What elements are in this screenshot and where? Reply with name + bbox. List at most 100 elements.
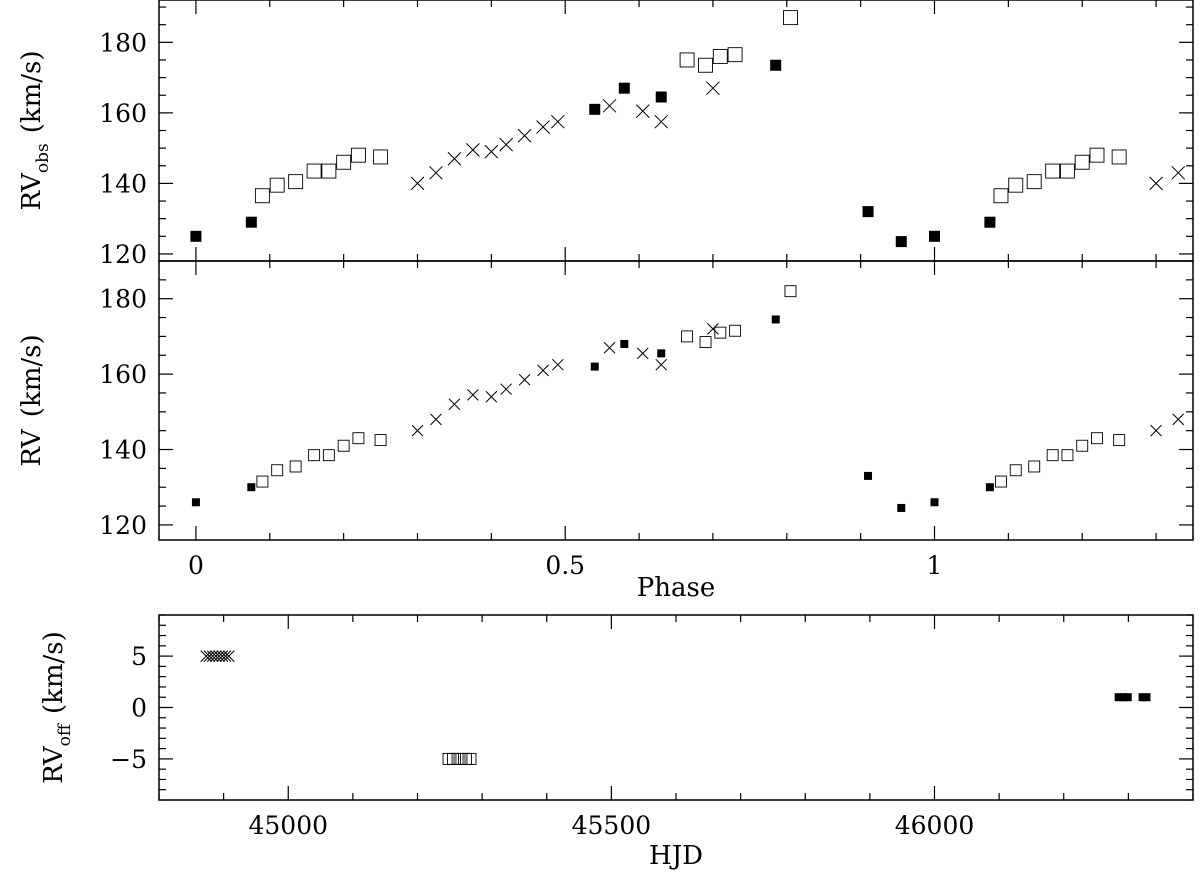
data-point-cross [603,341,616,354]
data-point-filled-square [1123,693,1132,702]
x-tick-label: 45000 [248,811,328,840]
data-point-open-square [783,10,798,26]
data-point-open-square [321,163,337,179]
data-point-cross [484,144,499,159]
panel-middle: 120 140 160 180 0 0.5 1 Phase RV (km/s) [17,260,1194,603]
data-point-cross [518,373,531,386]
data-point-cross [602,98,617,113]
data-point-open-square [729,324,742,337]
data-point-filled-square [985,483,994,492]
data-point-cross [537,364,549,377]
data-point-cross [635,104,650,118]
y-axis-label-unit: (km/s) [39,631,69,714]
data-point-filled-square [984,216,996,228]
y-tick-label: 5 [131,642,147,671]
data-point-open-square [336,154,352,170]
y-tick-label: 0 [131,694,147,723]
data-point-open-square [254,188,270,204]
data-point-cross [447,151,462,166]
data-point-cross [203,650,216,662]
data-point-filled-square [862,206,874,218]
data-point-open-square [460,752,472,765]
data-point-open-square [269,177,285,193]
data-point-open-square [447,752,459,765]
data-point-filled-square [191,498,200,507]
data-point-cross [1172,413,1185,426]
data-point-cross [636,347,649,360]
data-point-open-square [1046,449,1059,462]
data-point-open-square [681,330,694,343]
data-point-filled-square [930,498,939,507]
y-tick-label: −5 [110,745,147,774]
data-point-open-square [322,449,335,462]
y-axis-label-unit: (km/s) [17,334,47,417]
data-point-filled-square [247,483,256,492]
data-point-filled-square [1119,693,1128,702]
data-point-cross [466,143,480,157]
data-point-cross [550,114,565,129]
y-tick-label: 160 [99,99,147,128]
data-point-open-square [350,147,366,163]
data-point-cross [707,323,719,335]
data-point-open-square [993,188,1009,204]
data-point-filled-square [770,59,782,71]
data-point-open-square [1113,434,1126,447]
data-point-cross [500,383,512,396]
data-point-cross [706,81,720,96]
data-point-open-square [1009,464,1022,477]
y-axis-label: RV (km/s) [17,334,47,466]
data-point-open-square [1008,177,1024,193]
data-point-filled-square [864,471,873,480]
data-point-open-square [271,464,284,477]
data-point-open-square [256,475,269,488]
data-point-filled-square [771,315,780,324]
data-point-open-square [995,475,1007,488]
data-point-cross [410,176,425,191]
data-point-filled-square [1142,693,1151,702]
y-tick-label: 180 [99,285,147,314]
plot-frame [158,614,1194,801]
y-axis-label: RVobs (km/s) [17,50,53,210]
data-point-open-square [1061,449,1074,462]
data-point-open-square [712,48,728,64]
data-point-cross [655,358,668,371]
data-point-cross [210,650,222,662]
plot-frame [158,260,1194,541]
y-axis-label-main: RV [39,745,69,784]
y-axis-label-main: RV [17,428,47,467]
y-tick-label: 180 [99,28,147,57]
data-point-cross [213,650,225,662]
data-point-cross [485,390,498,403]
plot-frame [158,0,1194,262]
data-point-open-square [1111,149,1127,165]
y-axis-label-subscript: obs [33,143,53,173]
data-point-open-square [1059,163,1075,179]
data-point-filled-square [589,103,601,115]
data-point-open-square [308,449,321,462]
data-point-cross [517,128,532,143]
data-point-cross [499,137,513,152]
x-tick-label: 0 [188,551,204,580]
data-point-cross [429,165,443,180]
data-point-cross [216,650,229,662]
data-point-open-square [374,434,387,447]
panel-top: 120 140 160 180 RVobs (km/s) [17,0,1194,269]
x-axis-label: Phase [637,573,715,603]
data-point-open-square [337,439,350,452]
data-point-filled-square [897,503,906,512]
data-point-open-square [727,47,743,63]
data-point-open-square [1045,163,1061,179]
y-tick-label: 140 [99,436,147,465]
y-axis-label-subscript: off [55,722,75,746]
x-tick-label: 45500 [572,811,652,840]
data-point-cross [206,650,219,662]
data-point-cross [1149,176,1163,191]
x-axis-label: HJD [649,841,703,871]
data-point-filled-square [895,236,907,248]
data-point-open-square [352,432,365,445]
data-point-open-square [679,52,695,68]
y-tick-label: 120 [99,511,147,540]
data-point-open-square [1091,432,1103,445]
data-point-open-square [373,149,389,165]
